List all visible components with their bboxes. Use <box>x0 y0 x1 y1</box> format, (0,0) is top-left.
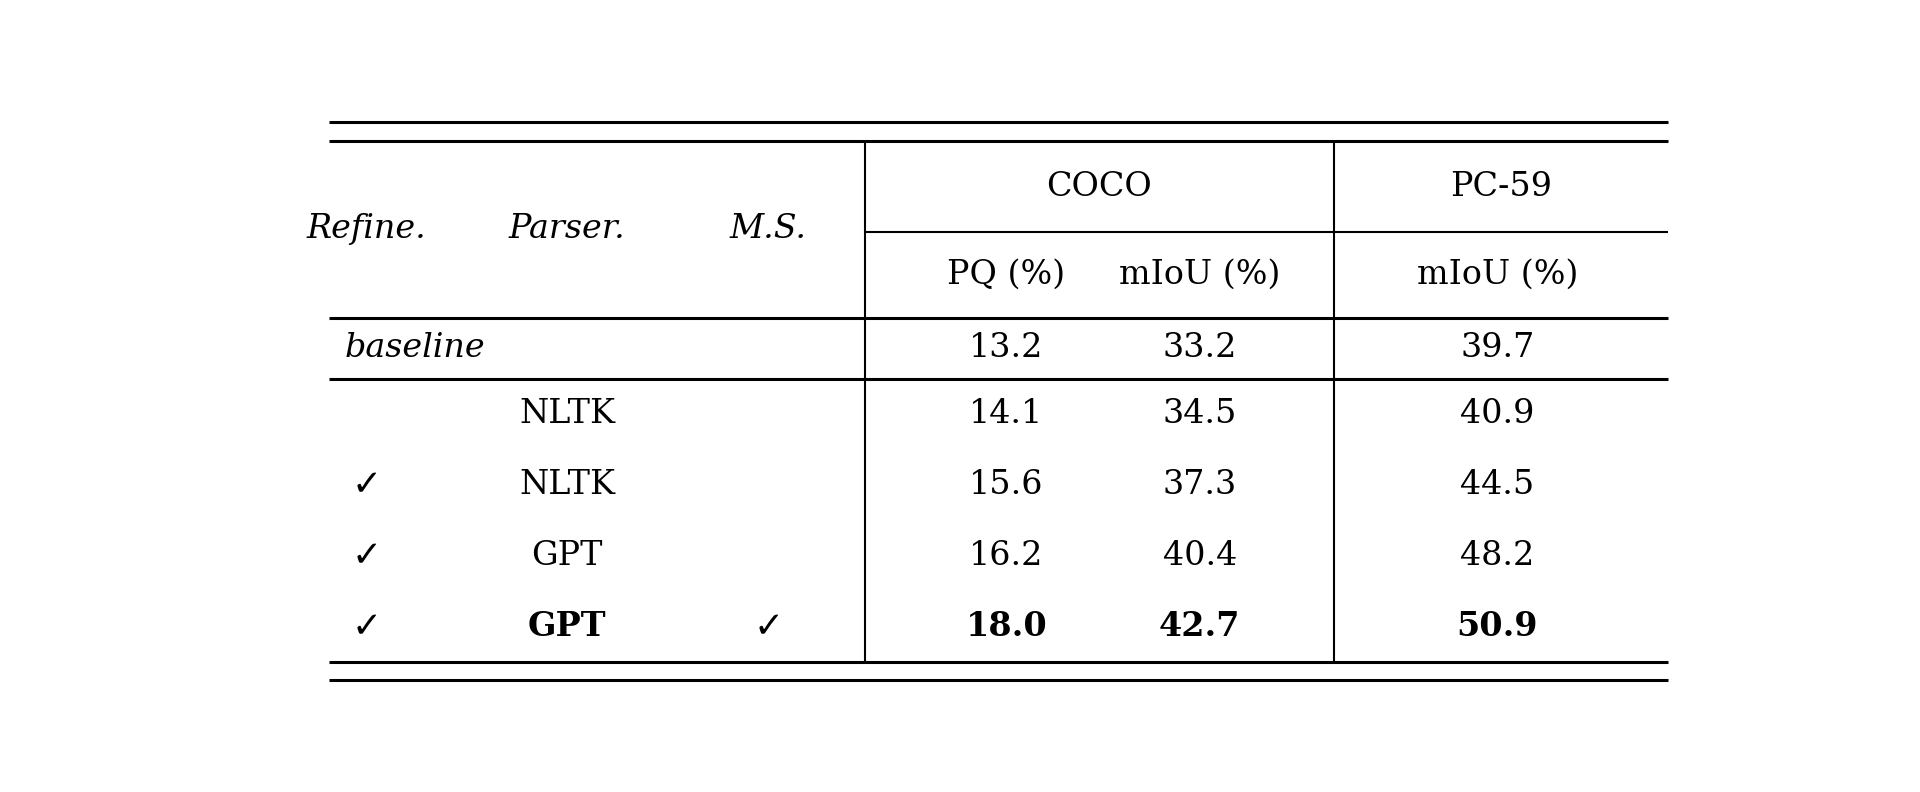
Text: GPT: GPT <box>532 540 603 572</box>
Text: 15.6: 15.6 <box>970 469 1044 501</box>
Text: 13.2: 13.2 <box>970 332 1043 364</box>
Text: 40.9: 40.9 <box>1461 398 1534 430</box>
Text: NLTK: NLTK <box>518 398 614 430</box>
Text: NLTK: NLTK <box>518 469 614 501</box>
Text: 37.3: 37.3 <box>1164 469 1236 501</box>
Text: PC-59: PC-59 <box>1450 170 1551 203</box>
Text: 16.2: 16.2 <box>970 540 1043 572</box>
Text: ✓: ✓ <box>351 610 382 644</box>
Text: mIoU (%): mIoU (%) <box>1119 259 1281 291</box>
Text: ✓: ✓ <box>753 610 783 644</box>
Text: ✓: ✓ <box>351 539 382 573</box>
Text: 50.9: 50.9 <box>1457 611 1538 643</box>
Text: PQ (%): PQ (%) <box>947 259 1066 291</box>
Text: 14.1: 14.1 <box>970 398 1043 430</box>
Text: GPT: GPT <box>528 611 607 643</box>
Text: 48.2: 48.2 <box>1461 540 1534 572</box>
Text: COCO: COCO <box>1046 170 1152 203</box>
Text: baseline: baseline <box>344 332 484 364</box>
Text: ✓: ✓ <box>351 468 382 502</box>
Text: 39.7: 39.7 <box>1461 332 1534 364</box>
Text: 33.2: 33.2 <box>1164 332 1236 364</box>
Text: 18.0: 18.0 <box>966 611 1046 643</box>
Text: 40.4: 40.4 <box>1164 540 1236 572</box>
Text: Parser.: Parser. <box>509 213 626 246</box>
Text: Refine.: Refine. <box>307 213 426 246</box>
Text: 44.5: 44.5 <box>1461 469 1534 501</box>
Text: 42.7: 42.7 <box>1160 611 1240 643</box>
Text: mIoU (%): mIoU (%) <box>1417 259 1578 291</box>
Text: M.S.: M.S. <box>730 213 806 246</box>
Text: 34.5: 34.5 <box>1164 398 1236 430</box>
